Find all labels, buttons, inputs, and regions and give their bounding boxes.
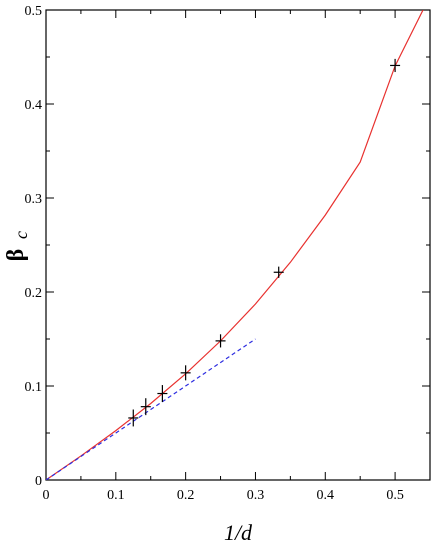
y-axis-label-group: β c bbox=[3, 231, 31, 261]
x-tick-label: 0.1 bbox=[107, 488, 125, 503]
x-tick-label: 0.3 bbox=[247, 488, 265, 503]
y-tick-label: 0.3 bbox=[25, 192, 43, 207]
data-point bbox=[180, 365, 191, 381]
data-point bbox=[273, 266, 284, 278]
dashed-line-series bbox=[46, 338, 256, 480]
fit-curve-series bbox=[46, 10, 424, 480]
x-tick-label: 0 bbox=[43, 488, 50, 503]
y-axis-label-subscript: c bbox=[11, 231, 31, 239]
data-point bbox=[140, 398, 151, 416]
plot-frame bbox=[45, 9, 431, 481]
x-axis-label: 1/d bbox=[224, 520, 253, 545]
y-tick-label: 0.4 bbox=[25, 98, 43, 113]
y-tick-label: 0.1 bbox=[25, 380, 43, 395]
y-axis-label: β bbox=[3, 249, 29, 262]
data-point bbox=[215, 334, 226, 348]
x-tick-label: 0.4 bbox=[317, 488, 335, 503]
y-tick-label: 0 bbox=[35, 474, 42, 489]
y-tick-label: 0.2 bbox=[25, 286, 43, 301]
x-tick-label: 0.5 bbox=[386, 488, 404, 503]
x-tick-label: 0.2 bbox=[177, 488, 195, 503]
y-tick-label: 0.5 bbox=[25, 4, 43, 19]
data-point bbox=[128, 409, 139, 427]
data-point bbox=[157, 385, 168, 402]
data-point bbox=[390, 58, 401, 73]
